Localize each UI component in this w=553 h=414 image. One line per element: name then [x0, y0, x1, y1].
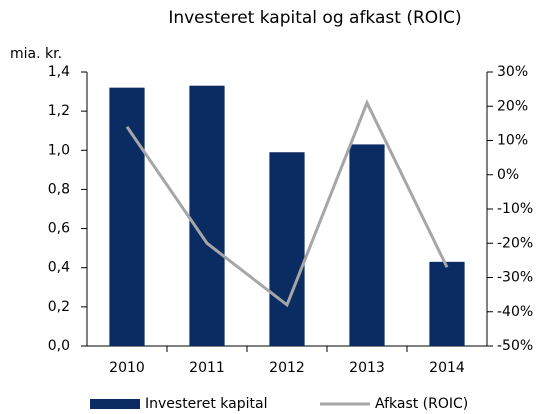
bar: [189, 85, 225, 346]
y2-tick-label: -10%: [497, 201, 533, 217]
bar: [269, 152, 305, 346]
y2-tick-label: 20%: [497, 98, 528, 114]
y2-tick-label: -40%: [497, 304, 533, 320]
y-tick-label: 0,2: [48, 299, 70, 315]
y-tick-label: 1,4: [48, 64, 70, 80]
y2-tick-label: 30%: [497, 64, 528, 80]
y2-tick-label: 0%: [497, 167, 519, 183]
y-axis-label: mia. kr.: [10, 46, 62, 62]
chart-title: Investeret kapital og afkast (ROIC): [168, 8, 461, 28]
legend-label: Investeret kapital: [145, 396, 267, 412]
x-tick-label: 2011: [189, 360, 225, 376]
legend-label: Afkast (ROIC): [375, 396, 468, 412]
bar: [109, 87, 145, 347]
y2-tick-label: -30%: [497, 270, 533, 286]
y2-tick-label: -20%: [497, 235, 533, 251]
bar: [349, 144, 385, 346]
y-tick-label: 1,0: [48, 142, 70, 158]
y-tick-label: 0,6: [48, 221, 70, 237]
y-tick-label: 0,0: [48, 338, 70, 354]
legend-swatch: [90, 399, 140, 409]
x-tick-label: 2012: [269, 360, 305, 376]
y-tick-label: 0,8: [48, 181, 70, 197]
x-tick-label: 2013: [349, 360, 385, 376]
y2-tick-label: -50%: [497, 338, 533, 354]
y2-tick-label: 10%: [497, 133, 528, 149]
y-tick-label: 1,2: [48, 103, 70, 119]
line: [125, 99, 449, 308]
bar: [429, 261, 465, 346]
x-tick-label: 2014: [429, 360, 465, 376]
y-tick-label: 0,4: [48, 260, 70, 276]
x-tick-label: 2010: [109, 360, 145, 376]
